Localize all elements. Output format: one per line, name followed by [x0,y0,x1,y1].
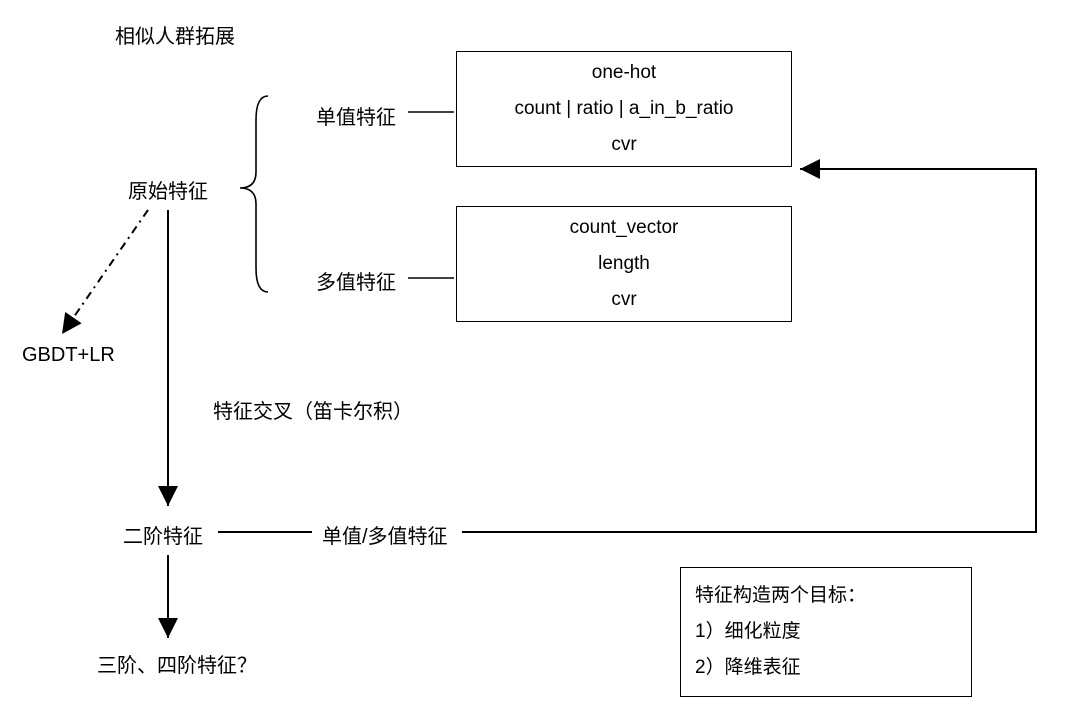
countvec-line3: cvr [611,282,636,318]
raw-feature-label: 原始特征 [128,175,208,204]
countvec-line2: length [598,246,650,282]
single-value-label: 单值特征 [316,101,396,130]
multi-value-label: 多值特征 [316,266,396,295]
onehot-line3: cvr [611,127,636,163]
countvec-box: count_vector length cvr [456,206,792,322]
goals-item1: 1）细化粒度 [695,614,957,650]
feature-cross-label: 特征交叉（笛卡尔积） [213,395,413,424]
third-fourth-label: 三阶、四阶特征？ [97,649,257,678]
title-label: 相似人群拓展 [115,20,235,49]
goals-item2: 2）降维表征 [695,650,957,686]
countvec-line1: count_vector [570,210,679,246]
onehot-box: one-hot count | ratio | a_in_b_ratio cvr [456,51,792,167]
goals-box: 特征构造两个目标： 1）细化粒度 2）降维表征 [680,567,972,697]
onehot-line2: count | ratio | a_in_b_ratio [514,91,733,127]
single-multi-label: 单值/多值特征 [322,520,448,549]
dash-arrow-gbdtlr [62,210,148,334]
onehot-line1: one-hot [592,55,656,91]
brace-path [240,96,268,292]
gbdt-lr-label: GBDT+LR [22,344,115,367]
second-order-label: 二阶特征 [123,520,203,549]
goals-title: 特征构造两个目标： [695,578,957,614]
